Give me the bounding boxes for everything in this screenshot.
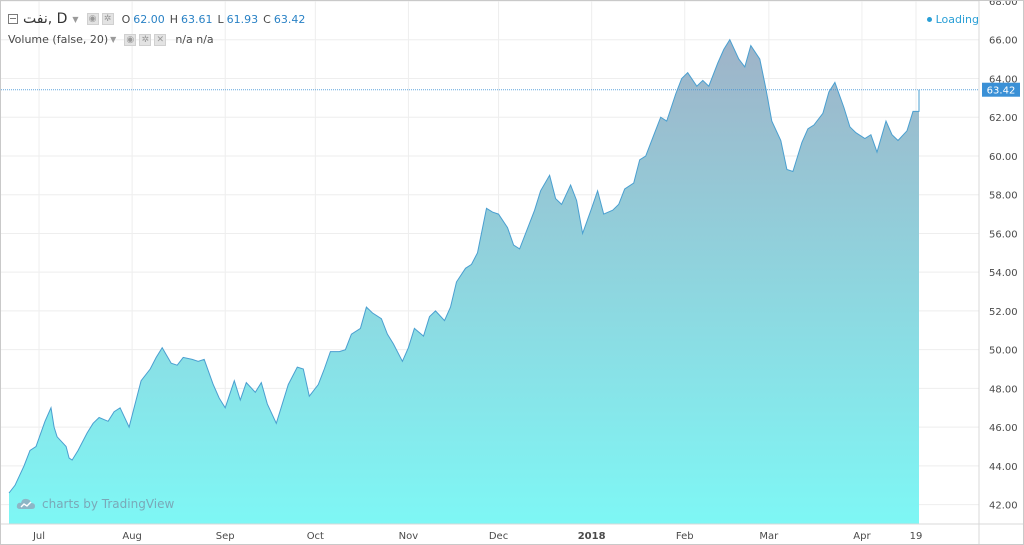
x-tick-label: 2018 [578, 531, 606, 542]
volume-study-legend: Volume (false, 20) ▼ ◉ ✲ ✕ n/a n/a [8, 33, 214, 46]
open-label: O [121, 12, 131, 26]
x-tick-label: 19 [910, 531, 923, 542]
x-tick-label: Dec [489, 531, 508, 542]
y-tick-label: 66.00 [989, 36, 1018, 47]
y-tick-label: 52.00 [989, 307, 1018, 318]
visibility-eye-icon[interactable]: ◉ [124, 33, 137, 46]
x-tick-label: Feb [676, 531, 694, 542]
y-tick-label: 64.00 [989, 74, 1018, 85]
price-axis[interactable]: 42.00 44.00 46.00 48.00 50.00 52.00 54.00 56.00… [989, 1, 1018, 512]
visibility-eye-icon[interactable]: ◉ [86, 13, 99, 25]
price-line [8, 38, 920, 494]
y-tick-label: 46.00 [989, 423, 1018, 434]
y-tick-label: 54.00 [989, 268, 1018, 279]
time-axis[interactable]: Jul Aug Sep Oct Nov Dec 2018 Feb Mar Apr 19 [32, 531, 922, 542]
y-tick-label: 68.00 [989, 1, 1018, 8]
area-fill [9, 39, 919, 524]
x-tick-label: Oct [307, 531, 324, 542]
loading-text: Loading [935, 13, 979, 26]
volume-values: n/a n/a [175, 33, 214, 46]
collapse-legend-icon[interactable] [8, 14, 18, 24]
loading-status: Loading [926, 13, 979, 26]
y-tick-label: 44.00 [989, 462, 1018, 473]
y-tick-label: 50.00 [989, 346, 1018, 357]
cloud-logo-icon [16, 498, 35, 509]
last-price-badge [982, 82, 1020, 97]
y-tick-label: 48.00 [989, 384, 1018, 395]
close-value: 63.42 [273, 12, 306, 26]
low-value: 61.93 [226, 12, 259, 26]
x-tick-label: Apr [853, 531, 871, 542]
status-dot-icon [926, 17, 932, 22]
x-tick-label: Nov [399, 531, 419, 542]
y-tick-label: 42.00 [989, 501, 1018, 512]
x-tick-label: Mar [759, 531, 779, 542]
y-tick-label: 58.00 [989, 191, 1018, 202]
price-area-series [8, 38, 920, 524]
main-series-legend: نفت, D ▼ ◉ ✲ O 62.00 H 63.61 L 61.93 C 6… [8, 11, 305, 27]
close-label: C [263, 12, 271, 26]
high-value: 63.61 [181, 12, 213, 26]
x-tick-label: Sep [216, 531, 235, 542]
settings-gear-icon[interactable]: ✲ [101, 13, 114, 25]
x-tick-label: Aug [122, 531, 142, 542]
last-price-tag: 63.42 [982, 82, 1020, 97]
x-tick-label: Jul [32, 531, 45, 542]
y-tick-label: 60.00 [989, 152, 1018, 163]
low-label: L [217, 12, 224, 26]
watermark-text: charts by TradingView [42, 497, 175, 511]
volume-study-title[interactable]: Volume (false, 20) [8, 33, 109, 46]
settings-gear-icon[interactable]: ✲ [139, 33, 152, 46]
high-label: H [169, 12, 179, 26]
chevron-down-icon[interactable]: ▼ [110, 35, 117, 44]
y-tick-label: 62.00 [989, 113, 1018, 124]
chevron-down-icon[interactable]: ▼ [72, 14, 79, 24]
symbol-title[interactable]: نفت, D [23, 11, 68, 27]
last-price-label: 63.42 [987, 86, 1016, 97]
open-value: 62.00 [133, 12, 165, 26]
y-tick-label: 56.00 [989, 229, 1018, 240]
tradingview-watermark[interactable]: charts by TradingView [16, 497, 174, 511]
remove-close-icon[interactable]: ✕ [154, 33, 167, 46]
